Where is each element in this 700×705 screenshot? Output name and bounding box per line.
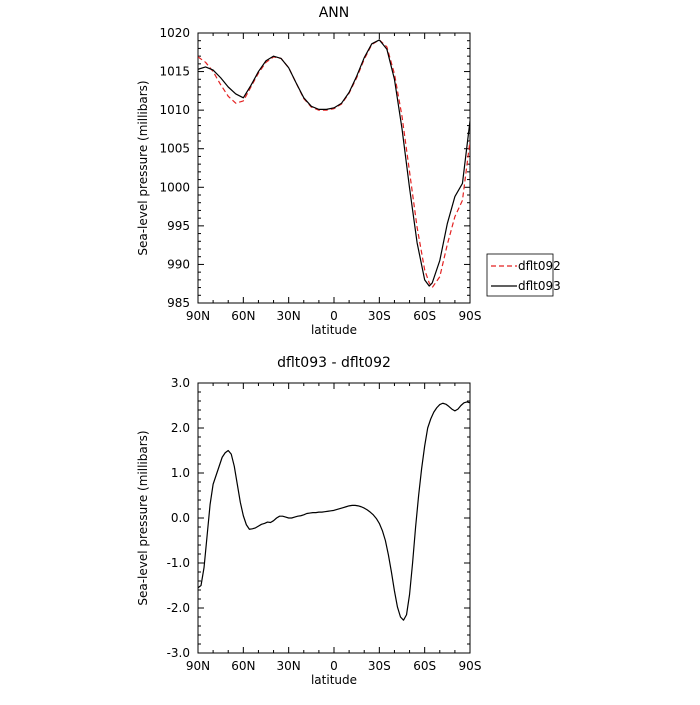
y-axis-label: Sea-level pressure (millibars) <box>136 430 150 605</box>
y-tick-label: 1020 <box>159 26 190 40</box>
y-tick-label: 1.0 <box>171 466 190 480</box>
x-tick-label: 30N <box>277 309 301 323</box>
legend-label-dflt093: dflt093 <box>518 279 561 293</box>
series-line-dflt093 <box>198 39 470 287</box>
x-axis-label: latitude <box>311 673 357 687</box>
x-tick-label: 60S <box>413 309 436 323</box>
y-tick-label: 0.0 <box>171 511 190 525</box>
x-tick-label: 30N <box>277 659 301 673</box>
y-tick-label: 1010 <box>159 103 190 117</box>
chart-title: dflt093 - dflt092 <box>277 355 391 371</box>
x-tick-label: 90S <box>459 659 482 673</box>
x-tick-label: 30S <box>368 309 391 323</box>
y-tick-label: 985 <box>167 296 190 310</box>
legend-frame <box>486 253 554 297</box>
y-tick-label: -3.0 <box>167 646 190 660</box>
y-tick-label: -2.0 <box>167 601 190 615</box>
x-tick-label: 90N <box>186 309 210 323</box>
x-tick-label: 30S <box>368 659 391 673</box>
y-tick-label: 1000 <box>159 180 190 194</box>
x-tick-label: 90S <box>459 309 482 323</box>
y-tick-label: -1.0 <box>167 556 190 570</box>
legend: dflt092 dflt093 <box>486 253 561 297</box>
y-tick-label: 995 <box>167 219 190 233</box>
y-tick-label: 3.0 <box>171 376 190 390</box>
y-tick-label: 2.0 <box>171 421 190 435</box>
legend-label-dflt092: dflt092 <box>518 259 561 273</box>
x-tick-label: 90N <box>186 659 210 673</box>
y-axis-label: Sea-level pressure (millibars) <box>136 80 150 255</box>
chart-panel-1: ANN 90N 60N 30N 0 30S 60S 90S 985 990 995 1000 1005 1… <box>136 5 561 337</box>
x-tick-label: 60N <box>231 309 255 323</box>
x-tick-label: 60N <box>231 659 255 673</box>
x-tick-label: 0 <box>330 659 338 673</box>
chart-title: ANN <box>319 5 350 21</box>
series-line-dflt092 <box>198 39 470 289</box>
chart-panel-2: dflt093 - dflt092 90N 60N 30N 0 30S 60S 90S -3.0… <box>136 355 481 687</box>
x-tick-label: 0 <box>330 309 338 323</box>
plot-frame <box>197 32 471 304</box>
y-tick-label: 990 <box>167 257 190 271</box>
series-line-series-1 <box>198 401 470 621</box>
y-tick-label: 1005 <box>159 142 190 156</box>
y-tick-label: 1015 <box>159 65 190 79</box>
x-tick-label: 60S <box>413 659 436 673</box>
x-axis-label: latitude <box>311 323 357 337</box>
